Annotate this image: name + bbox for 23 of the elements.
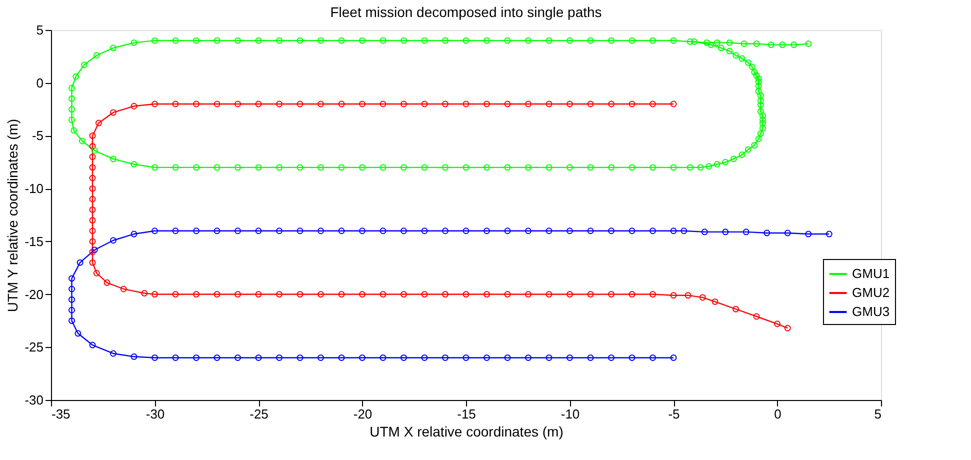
x-tick-label: -30 [146, 406, 165, 422]
y-tick-label: -15 [24, 234, 44, 249]
y-tick-label: -20 [24, 286, 44, 302]
x-tick-label: 5 [874, 406, 882, 422]
x-tick-label: -20 [353, 406, 372, 422]
y-axis-title: UTM Y relative coordinates (m) [4, 118, 21, 312]
x-tick-label: 0 [774, 406, 782, 422]
chart-title: Fleet mission decomposed into single paths [330, 4, 602, 20]
legend-label: GMU3 [852, 304, 890, 319]
y-tick-label: -10 [24, 181, 44, 196]
x-tick-label: -35 [52, 406, 70, 422]
x-tick-label: -25 [250, 406, 268, 422]
x-tick-label: -5 [668, 406, 680, 422]
x-tick-label: -10 [560, 406, 580, 422]
y-tick-label: -5 [32, 128, 44, 144]
x-tick-label: -15 [457, 406, 476, 422]
legend-label: GMU2 [852, 285, 890, 300]
y-tick-label: -25 [24, 340, 44, 355]
y-tick-label: 5 [36, 22, 44, 38]
y-tick-label: -30 [24, 392, 44, 408]
y-tick-label: 0 [36, 75, 44, 90]
legend-label: GMU1 [852, 266, 890, 281]
x-axis-title: UTM X relative coordinates (m) [370, 424, 564, 440]
